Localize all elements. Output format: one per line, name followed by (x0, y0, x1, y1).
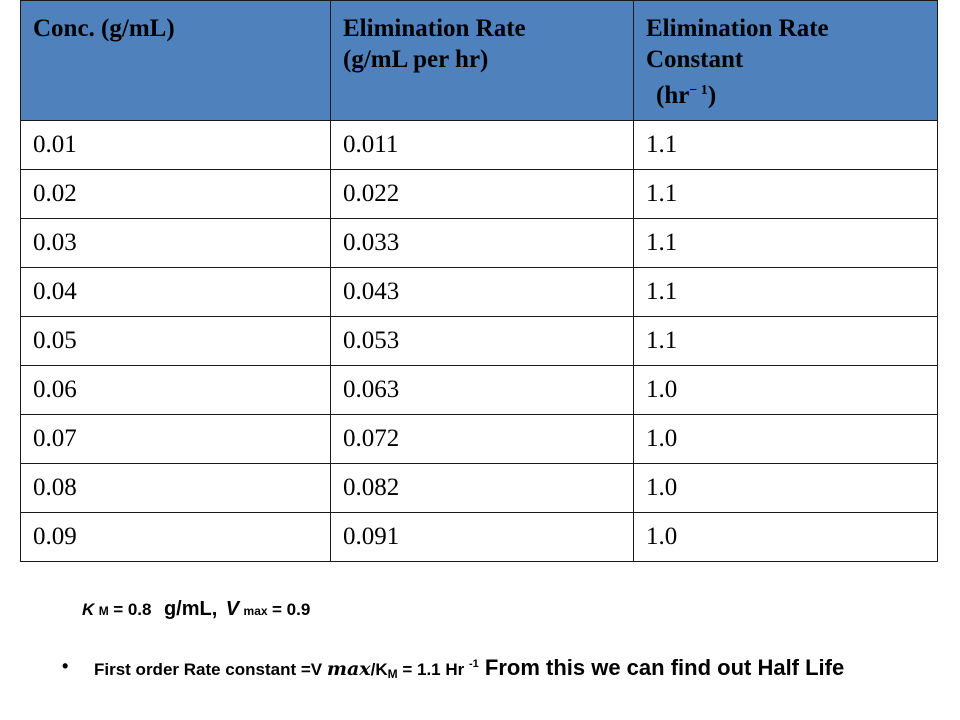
cell-conc: 0.03 (20, 218, 331, 268)
table-row: 0.04 0.043 1.1 (20, 267, 938, 317)
km-subscript: M (98, 604, 109, 618)
km-vmax-values: K M = 0.8 g/mL, V max = 0.9 (82, 598, 310, 621)
vmax-subscript: max (243, 604, 268, 618)
table-row: 0.08 0.082 1.0 (20, 463, 938, 513)
bullet-part2: /K (370, 660, 388, 679)
cell-rate: 0.072 (330, 414, 634, 464)
cell-rate: 0.063 (330, 365, 634, 415)
table-row: 0.06 0.063 1.0 (20, 365, 938, 415)
header-const-unit-close: ) (707, 82, 717, 109)
header-conc-label: Conc. (g/mL) (33, 15, 175, 42)
cell-constant: 1.1 (633, 218, 938, 268)
bullet-km-subscript: M (387, 667, 398, 681)
cell-rate: 0.043 (330, 267, 634, 317)
cell-constant: 1.0 (633, 463, 938, 513)
bullet-vmax: max (326, 658, 371, 680)
table-row: 0.07 0.072 1.0 (20, 414, 938, 464)
header-elimination-rate: Elimination Rate (g/mL per hr) (330, 0, 634, 121)
bullet-text: First order Rate constant =V max/KM = 1.… (94, 652, 942, 687)
header-const-unit: (hr− 1) (646, 75, 716, 111)
cell-constant: 1.0 (633, 512, 938, 562)
header-const-line1: Elimination Rate (646, 15, 829, 42)
km-symbol: K (82, 600, 95, 619)
km-unit: g/mL, (163, 598, 218, 620)
elimination-table: Conc. (g/mL) Elimination Rate (g/mL per … (20, 0, 938, 562)
vmax-value: = 0.9 (272, 600, 311, 619)
table-row: 0.03 0.033 1.1 (20, 218, 938, 268)
cell-rate: 0.022 (330, 169, 634, 219)
cell-constant: 1.0 (633, 365, 938, 415)
bullet-part3: = 1.1 Hr (397, 660, 469, 679)
header-conc: Conc. (g/mL) (20, 0, 331, 121)
cell-constant: 1.0 (633, 414, 938, 464)
cell-conc: 0.04 (20, 267, 331, 317)
header-rate-line1: Elimination Rate (343, 15, 526, 42)
cell-constant: 1.1 (633, 267, 938, 317)
cell-rate: 0.082 (330, 463, 634, 513)
cell-constant: 1.1 (633, 316, 938, 366)
bullet-superscript: -1 (468, 658, 479, 670)
header-elimination-rate-constant: Elimination Rate Constant (hr− 1) (633, 0, 938, 121)
cell-rate: 0.091 (330, 512, 634, 562)
cell-constant: 1.1 (633, 120, 938, 170)
cell-conc: 0.01 (20, 120, 331, 170)
table-row: 0.05 0.053 1.1 (20, 316, 938, 366)
cell-conc: 0.06 (20, 365, 331, 415)
rate-constant-bullet: • First order Rate constant =V max/KM = … (62, 652, 942, 687)
cell-conc: 0.07 (20, 414, 331, 464)
cell-constant: 1.1 (633, 169, 938, 219)
bullet-part1: First order Rate constant =V (94, 660, 327, 679)
km-value: = 0.8 (113, 600, 152, 619)
bullet-part4: From this we can find out Half Life (478, 655, 845, 680)
bullet-marker: • (62, 656, 69, 676)
cell-conc: 0.08 (20, 463, 331, 513)
header-const-unit-open: (hr (656, 82, 690, 109)
cell-rate: 0.011 (330, 120, 634, 170)
table-row: 0.01 0.011 1.1 (20, 120, 938, 170)
cell-rate: 0.033 (330, 218, 634, 268)
vmax-symbol: V (225, 598, 240, 620)
header-const-line2: Constant (646, 46, 744, 73)
table-row: 0.02 0.022 1.1 (20, 169, 938, 219)
table-header-row: Conc. (g/mL) Elimination Rate (g/mL per … (20, 0, 938, 121)
cell-conc: 0.09 (20, 512, 331, 562)
table-row: 0.09 0.091 1.0 (20, 512, 938, 562)
cell-rate: 0.053 (330, 316, 634, 366)
header-const-unit-sup: − 1 (689, 83, 708, 98)
cell-conc: 0.05 (20, 316, 331, 366)
header-rate-line2: (g/mL per hr) (343, 46, 489, 73)
cell-conc: 0.02 (20, 169, 331, 219)
